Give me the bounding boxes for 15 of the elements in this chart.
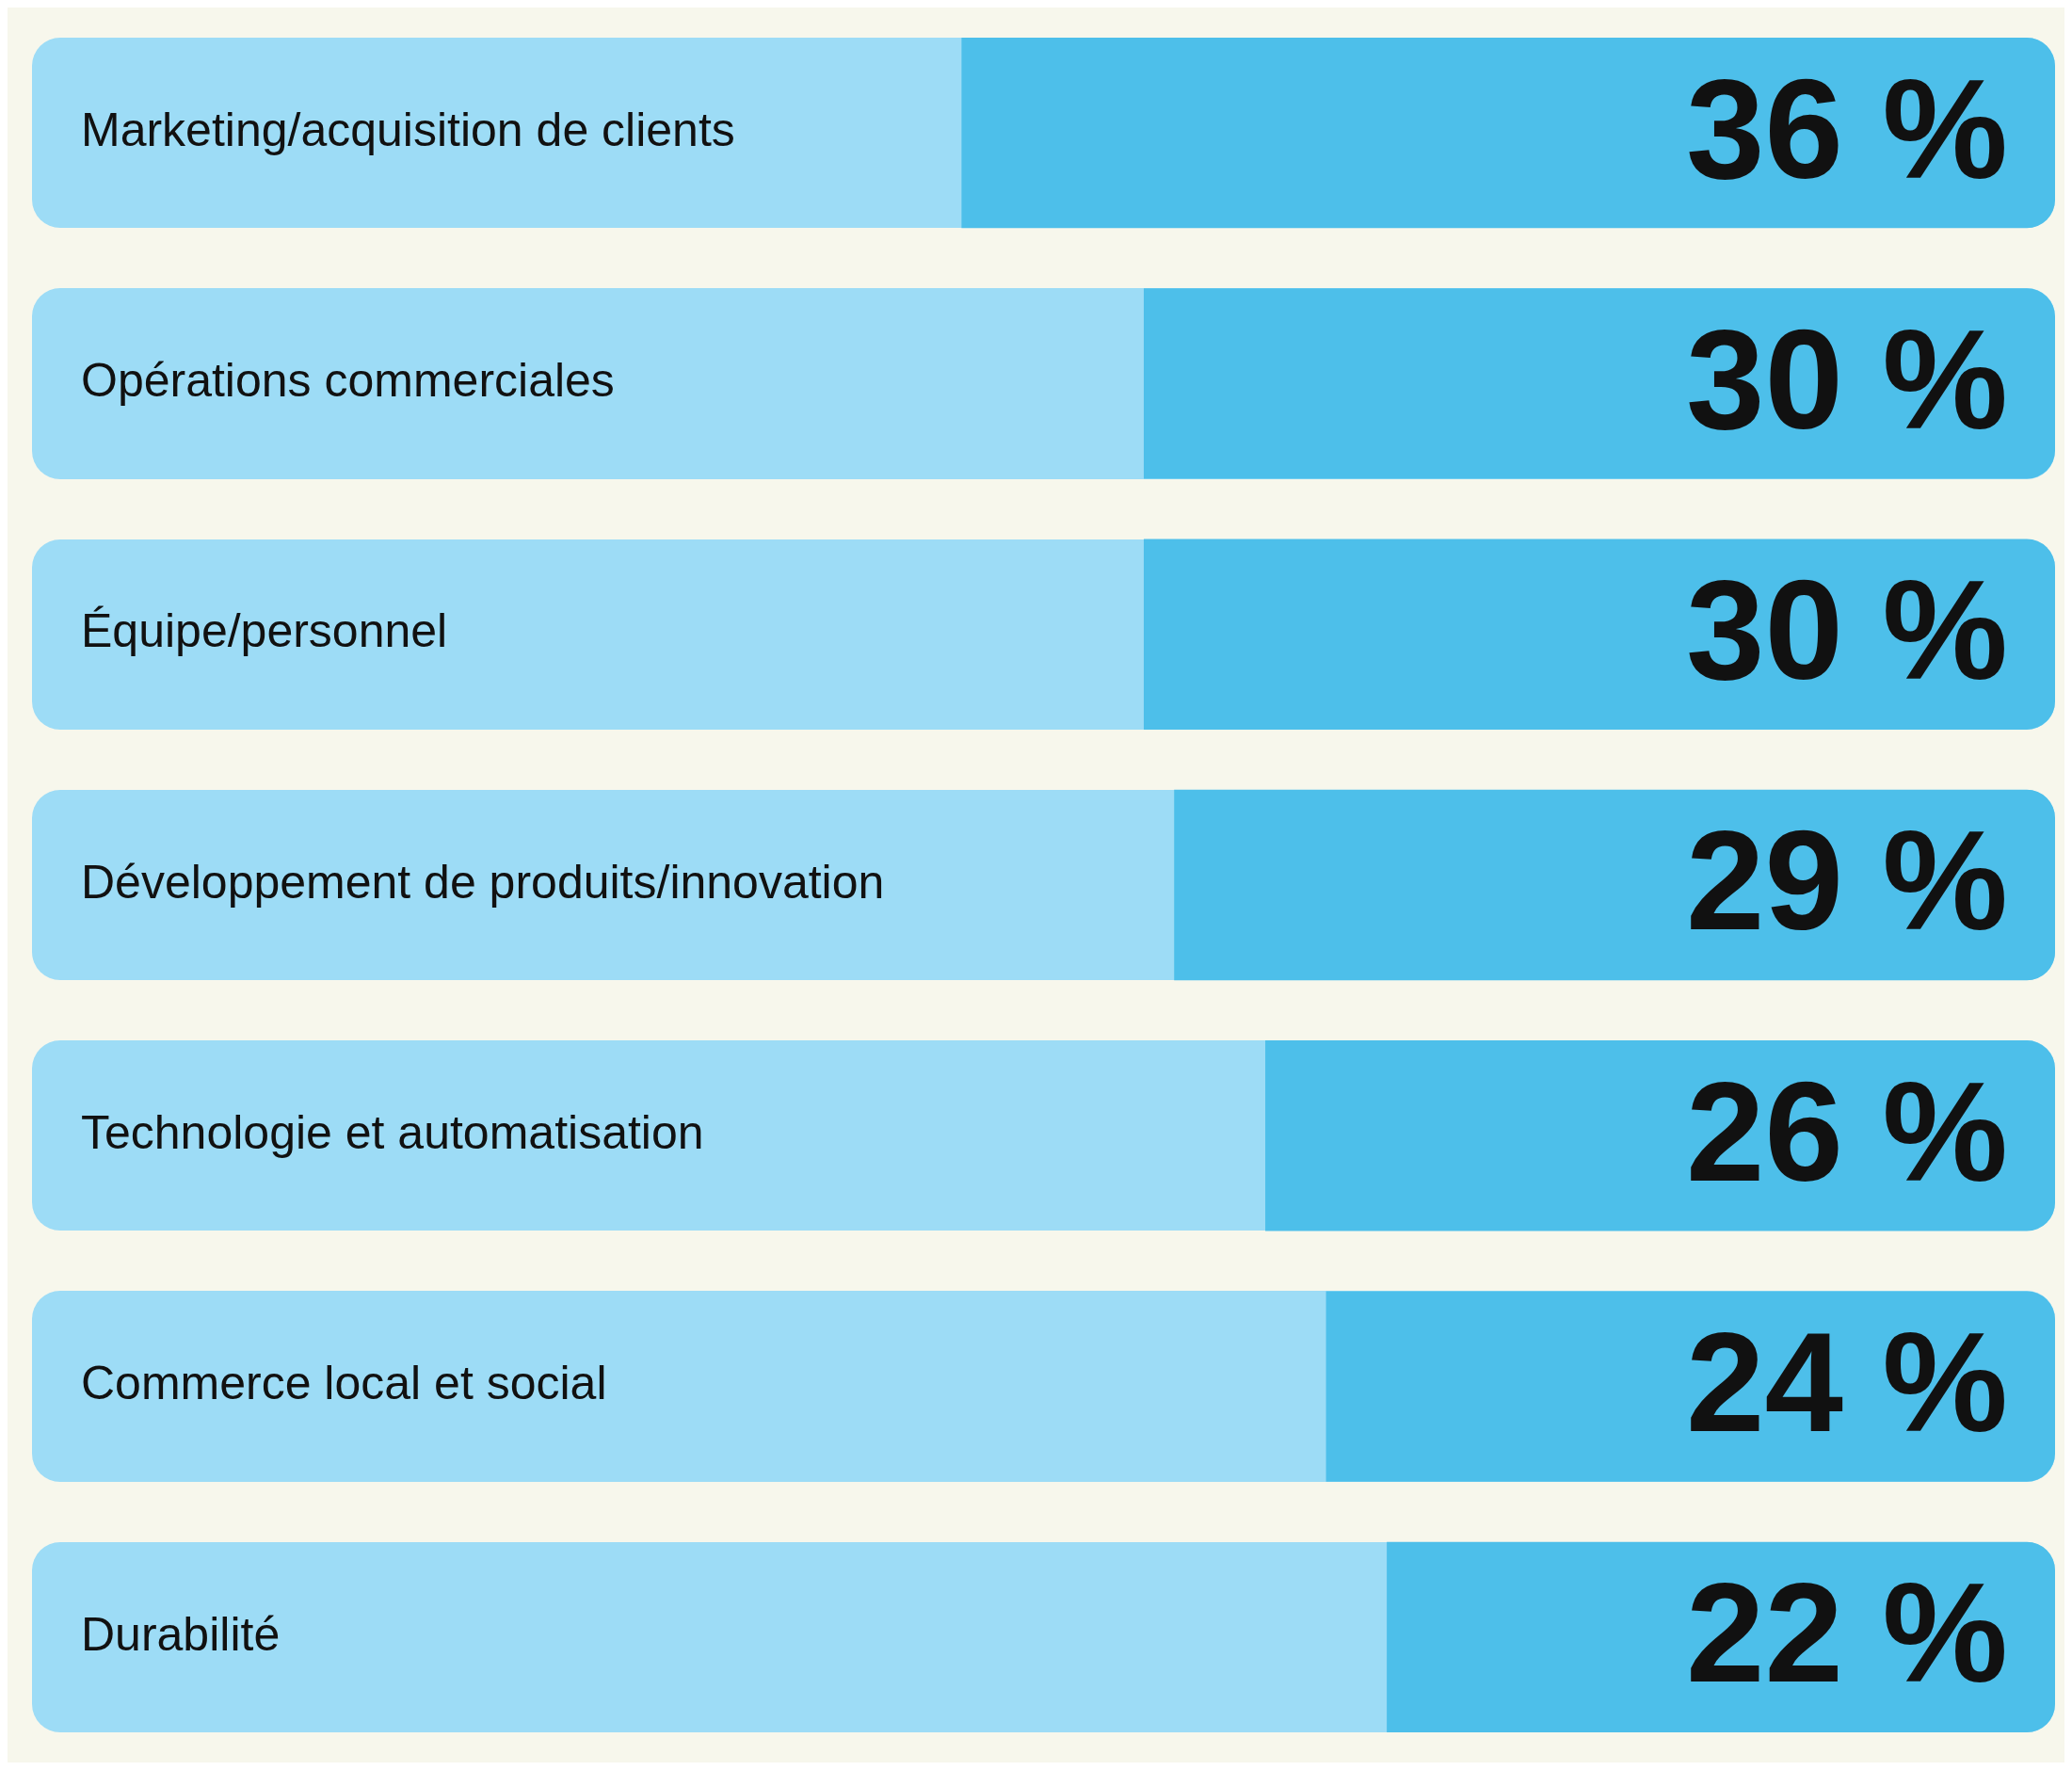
y-tick-label: Opérations commerciales — [81, 354, 615, 408]
data-label: 30 % — [1686, 551, 2008, 710]
data-label: 24 % — [1686, 1302, 2008, 1461]
y-tick-label: Durabilité — [81, 1607, 281, 1661]
bar — [1387, 1541, 2055, 1733]
data-label: 26 % — [1686, 1052, 2008, 1211]
data-label: 22 % — [1686, 1553, 2008, 1713]
y-tick-label: Commerce local et social — [81, 1357, 607, 1410]
y-tick-label: Marketing/acquisition de clients — [81, 103, 735, 156]
data-label: 29 % — [1686, 801, 2008, 960]
y-tick-label: Technologie et automatisation — [81, 1106, 704, 1160]
y-tick-label: Développement de produits/innovation — [81, 855, 885, 909]
y-tick-label: Équipe/personnel — [81, 604, 448, 658]
data-label: 36 % — [1686, 49, 2008, 208]
data-label: 30 % — [1686, 299, 2008, 459]
